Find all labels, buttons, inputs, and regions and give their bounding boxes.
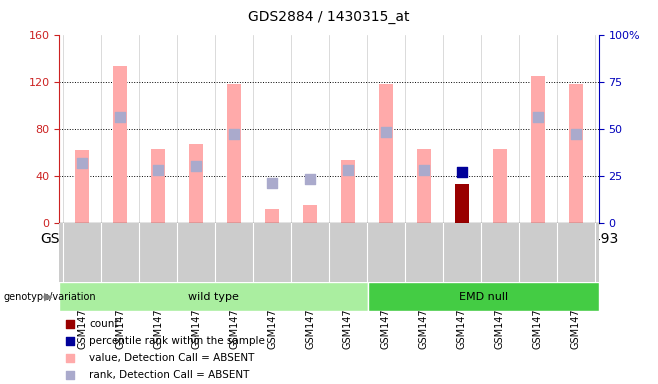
Bar [113, 66, 126, 223]
Bar [368, 282, 599, 311]
Bar [569, 84, 582, 223]
Bar [190, 144, 203, 223]
Bar [342, 161, 355, 223]
Point [457, 169, 467, 175]
Point [570, 131, 581, 137]
Point [191, 163, 201, 169]
Bar [228, 84, 241, 223]
Point [305, 176, 315, 182]
Point [64, 372, 75, 379]
Bar [455, 184, 468, 223]
Text: percentile rank within the sample: percentile rank within the sample [89, 336, 265, 346]
Text: EMD null: EMD null [459, 291, 508, 302]
Point [64, 355, 75, 361]
Point [229, 131, 240, 137]
Point [64, 338, 75, 344]
Bar [494, 149, 507, 223]
Point [77, 159, 88, 166]
Bar [151, 149, 164, 223]
Bar [417, 149, 430, 223]
Point [343, 167, 353, 173]
Point [418, 167, 429, 173]
Point [381, 129, 392, 136]
Bar [59, 282, 368, 311]
Text: value, Detection Call = ABSENT: value, Detection Call = ABSENT [89, 353, 254, 363]
Bar [380, 84, 393, 223]
Text: genotype/variation: genotype/variation [3, 291, 96, 302]
Text: GDS2884 / 1430315_at: GDS2884 / 1430315_at [248, 10, 410, 23]
Text: count: count [89, 318, 118, 329]
Point [114, 114, 125, 121]
Point [153, 167, 163, 173]
Bar [265, 209, 278, 223]
Bar [76, 150, 89, 223]
Bar [531, 76, 545, 223]
Point [533, 114, 544, 121]
Point [64, 320, 75, 326]
Point [266, 180, 277, 186]
Text: ▶: ▶ [44, 291, 53, 302]
Text: rank, Detection Call = ABSENT: rank, Detection Call = ABSENT [89, 370, 249, 381]
Text: wild type: wild type [188, 291, 239, 302]
Bar [303, 205, 316, 223]
